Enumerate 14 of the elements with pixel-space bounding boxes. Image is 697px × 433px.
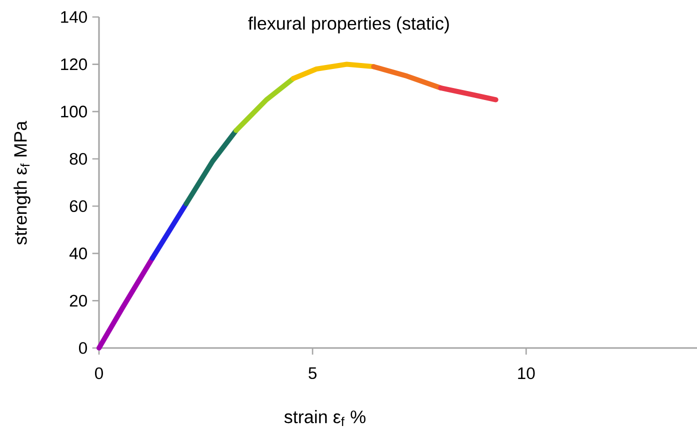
y-tick-label: 120 — [61, 58, 87, 70]
y-tick-label: 40 — [69, 248, 87, 260]
y-tick-label: 100 — [61, 106, 87, 118]
y-tick-label: 140 — [61, 11, 87, 23]
y-axis-title: strength ε$_{f}$ MPa — [14, 120, 30, 245]
chart-title: flexural properties (static) — [248, 16, 449, 34]
x-axis-title: strain ε$_{f}$ % — [284, 410, 366, 426]
y-tick-label: 0 — [79, 342, 87, 354]
x-tick-label: 0 — [95, 367, 103, 380]
y-tick-label: 20 — [70, 294, 87, 307]
y-tick-label: 60 — [70, 200, 87, 212]
y-tick-label: 80 — [70, 152, 87, 165]
x-tick-label: 5 — [308, 367, 317, 380]
x-tick-label: 10 — [518, 367, 535, 380]
